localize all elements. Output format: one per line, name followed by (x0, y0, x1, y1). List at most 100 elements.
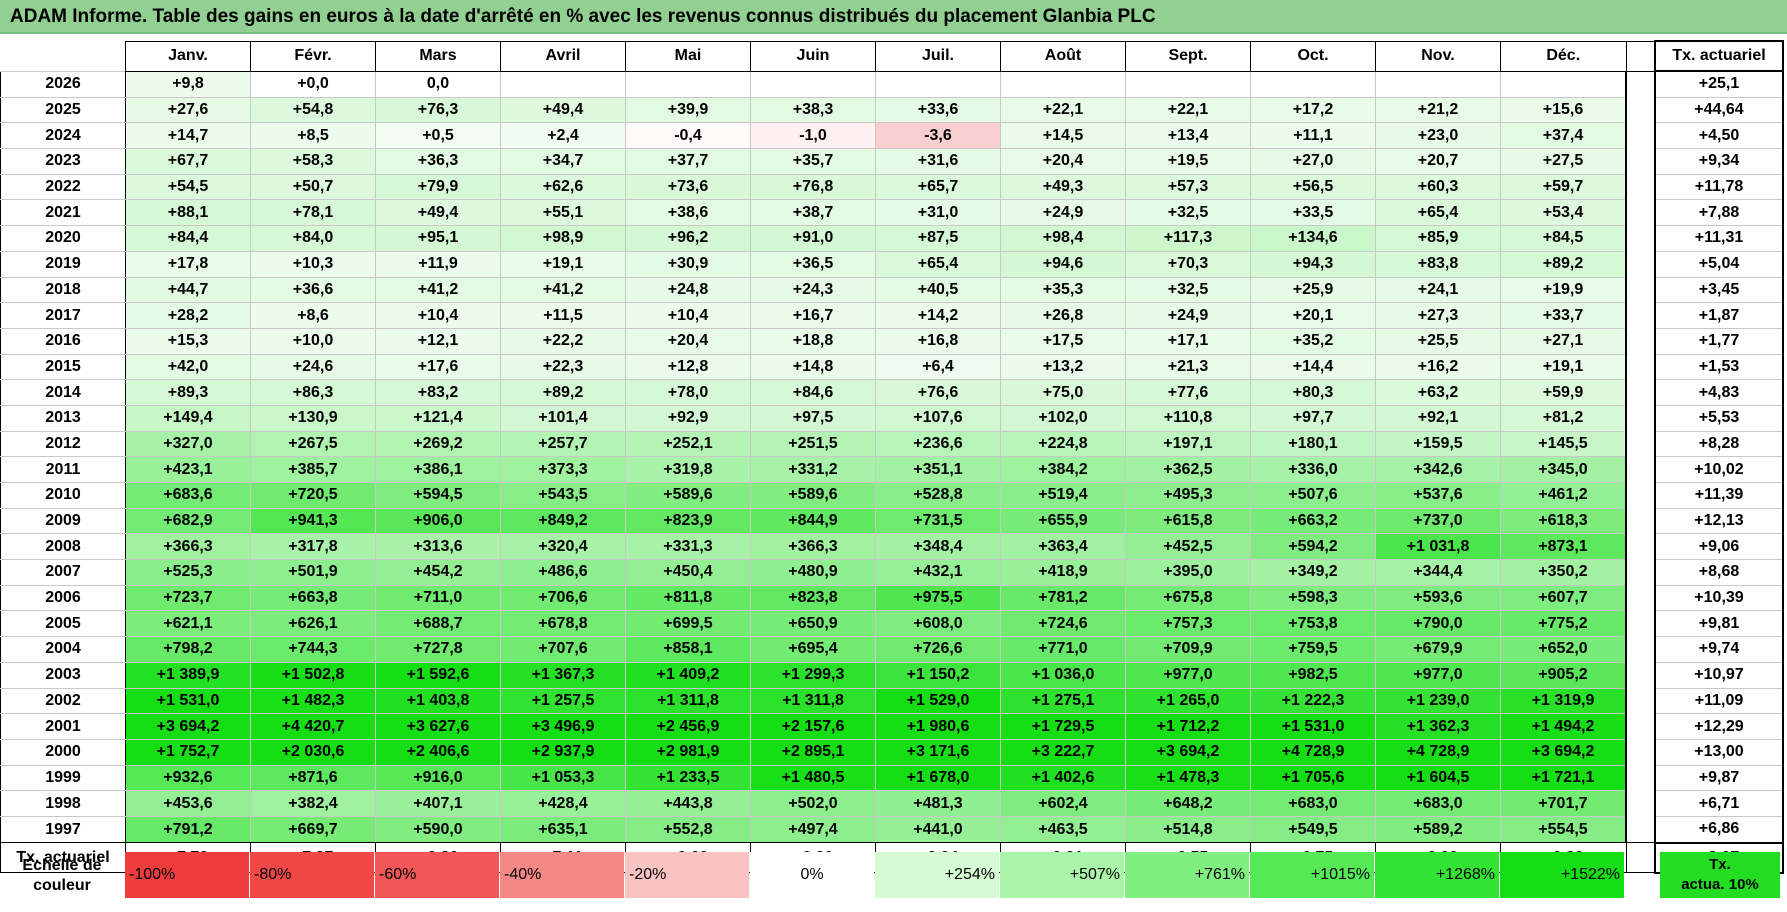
year-cell: 2021 (0, 199, 126, 227)
value-cell: +3 694,2 (1125, 738, 1251, 766)
spacer (1626, 508, 1655, 534)
table-row: 2024 +14,7 +8,5 +0,5 +2,4 -0,4 -1,0 -3,6 +14,5 +1… (0, 122, 1784, 150)
value-cell: +1 531,0 (1250, 713, 1376, 740)
table-row: 2026 +9,8 +0,0 0,0 +25,1 (0, 70, 1784, 98)
month-header: Sept. (1125, 40, 1251, 72)
year-cell: 2022 (0, 173, 126, 201)
value-cell: +726,6 (875, 636, 1001, 663)
value-cell: +21,2 (1375, 96, 1501, 124)
value-cell: +453,6 (125, 790, 251, 817)
value-cell: +683,6 (125, 482, 251, 509)
value-cell: +35,2 (1250, 327, 1376, 355)
value-cell: +86,3 (250, 379, 376, 406)
spacer (1626, 559, 1655, 586)
value-cell: +101,4 (500, 404, 626, 432)
table-row: 2004 +798,2 +744,3 +727,8 +707,6 +858,1 +695,4… (0, 636, 1784, 663)
page-title: ADAM Informe. Table des gains en euros à… (0, 0, 1787, 34)
table-row: 2020 +84,4 +84,0 +95,1 +98,9 +96,2 +91,0 +87,5 +… (0, 225, 1784, 252)
value-cell: +94,6 (1000, 250, 1126, 278)
value-cell: +73,6 (625, 173, 751, 201)
year-cell: 2005 (0, 610, 126, 638)
month-header: Janv. (125, 40, 251, 72)
value-cell: +32,5 (1125, 199, 1251, 227)
value-cell: +0,0 (250, 70, 376, 98)
value-cell: +320,4 (500, 533, 626, 561)
value-cell: +418,9 (1000, 559, 1126, 586)
value-cell: +117,3 (1125, 225, 1251, 252)
value-cell: +70,3 (1125, 250, 1251, 278)
value-cell: +873,1 (1500, 533, 1627, 561)
year-cell: 2004 (0, 636, 126, 663)
value-cell: +626,1 (250, 610, 376, 638)
spacer (1625, 40, 1656, 72)
value-cell: +1 319,9 (1500, 687, 1627, 715)
value-cell: +92,1 (1375, 404, 1501, 432)
value-cell: +916,0 (375, 764, 501, 792)
actuarial-cell: +44,64 (1654, 96, 1784, 124)
actuarial-cell: +1,87 (1654, 302, 1784, 329)
color-scale-swatch: 0% (750, 852, 874, 898)
actuarial-cell: +11,09 (1654, 687, 1784, 715)
spacer (1626, 533, 1655, 560)
value-cell: +28,2 (125, 302, 251, 329)
value-cell: +38,6 (625, 199, 751, 227)
value-cell: +366,3 (750, 533, 876, 561)
value-cell: +537,6 (1375, 482, 1501, 509)
value-cell: -1,0 (750, 122, 876, 150)
value-cell: +267,5 (250, 430, 376, 458)
value-cell: +1 311,8 (625, 687, 751, 715)
value-cell: +977,0 (1375, 661, 1501, 689)
value-cell: +1 678,0 (875, 764, 1001, 792)
value-cell (1500, 70, 1627, 98)
value-cell: +481,3 (875, 790, 1001, 817)
value-cell: +17,1 (1125, 327, 1251, 355)
value-cell: +17,5 (1000, 327, 1126, 355)
actuarial-header: Tx. actuariel (1654, 40, 1784, 72)
year-cell: 1998 (0, 790, 126, 817)
value-cell: +40,5 (875, 276, 1001, 304)
color-scale-swatch: +1268% (1375, 852, 1499, 898)
value-cell: +96,2 (625, 225, 751, 252)
value-cell: +1 402,6 (1000, 764, 1126, 792)
value-cell: +1 053,3 (500, 764, 626, 792)
value-cell: +269,2 (375, 430, 501, 458)
value-cell: +724,6 (1000, 610, 1126, 638)
value-cell: +24,6 (250, 353, 376, 381)
table-row: 2018 +44,7 +36,6 +41,2 +41,2 +24,8 +24,3 +40,5 +… (0, 276, 1784, 304)
value-cell: +83,2 (375, 379, 501, 406)
value-cell: +452,5 (1125, 533, 1251, 561)
table-row: 2022 +54,5 +50,7 +79,9 +62,6 +73,6 +76,8 +65,7 +… (0, 173, 1784, 201)
table-row: 2007 +525,3 +501,9 +454,2 +486,6 +450,4 +480,9… (0, 559, 1784, 586)
value-cell: -3,6 (875, 122, 1001, 150)
value-cell: +454,2 (375, 559, 501, 586)
value-cell: +652,0 (1500, 636, 1627, 663)
spacer (1626, 328, 1655, 355)
value-cell: +87,5 (875, 225, 1001, 252)
value-cell: +790,0 (1375, 610, 1501, 638)
value-cell: +1 478,3 (1125, 764, 1251, 792)
table-row: 2023 +67,7 +58,3 +36,3 +34,7 +37,7 +35,7 +31,6 +… (0, 148, 1784, 175)
value-cell: +683,0 (1250, 790, 1376, 817)
value-cell: +648,2 (1125, 790, 1251, 817)
value-cell: +871,6 (250, 764, 376, 792)
value-cell: +27,1 (1500, 327, 1627, 355)
spacer (1626, 482, 1655, 509)
value-cell: +731,5 (875, 507, 1001, 535)
value-cell: +707,6 (500, 636, 626, 663)
value-cell: +679,9 (1375, 636, 1501, 663)
value-cell: +982,5 (1250, 661, 1376, 689)
value-cell: +27,5 (1500, 148, 1627, 175)
value-cell: 0,0 (375, 70, 501, 98)
value-cell: +590,0 (375, 815, 501, 844)
value-cell: +598,3 (1250, 584, 1376, 612)
table-row: 2021 +88,1 +78,1 +49,4 +55,1 +38,6 +38,7 +31,0 +… (0, 199, 1784, 227)
value-cell: +98,9 (500, 225, 626, 252)
color-scale-swatch: -40% (500, 852, 624, 898)
value-cell: +35,7 (750, 148, 876, 175)
value-cell: +34,7 (500, 148, 626, 175)
value-cell: +37,4 (1500, 122, 1627, 150)
value-cell: +1 494,2 (1500, 713, 1627, 740)
spacer (1626, 277, 1655, 303)
value-cell: +932,6 (125, 764, 251, 792)
value-cell: +723,7 (125, 584, 251, 612)
